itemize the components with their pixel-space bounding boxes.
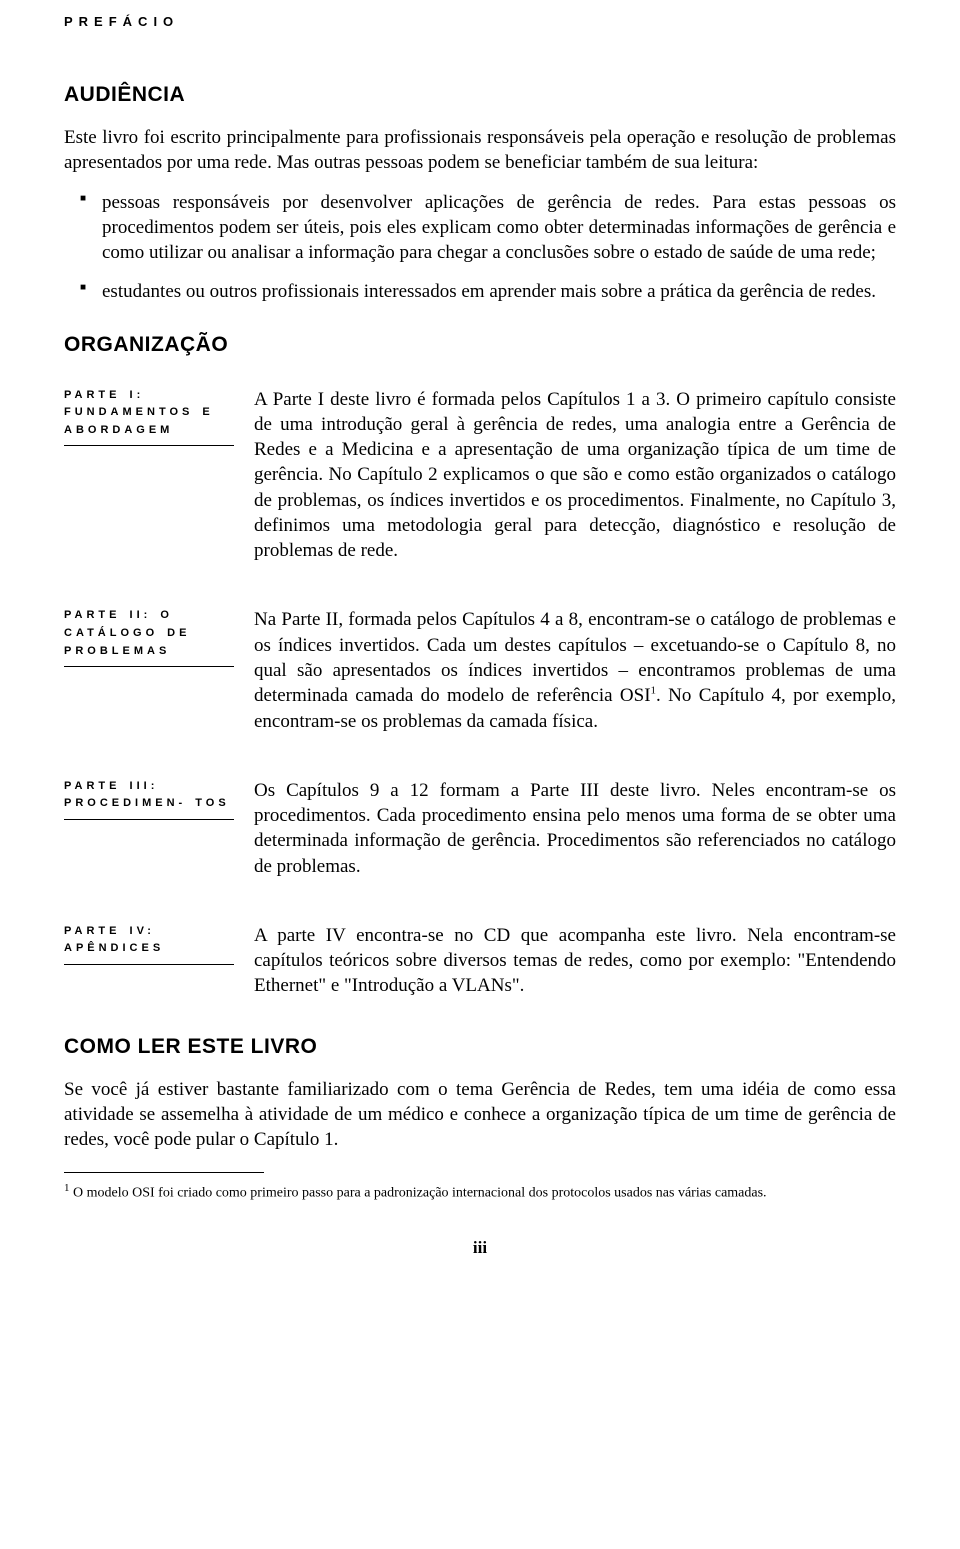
heading-audiencia: AUDIÊNCIA (64, 83, 896, 107)
bullet-item: estudantes ou outros profissionais inter… (64, 279, 896, 304)
footnote-rule (64, 1172, 264, 1173)
audiencia-bullets: pessoas responsáveis por desenvolver apl… (64, 190, 896, 305)
page-number: iii (64, 1238, 896, 1258)
heading-organizacao: ORGANIZAÇÃO (64, 333, 896, 357)
bullet-item: pessoas responsáveis por desenvolver apl… (64, 190, 896, 266)
side-label-parte2: PARTE II: O CATÁLOGO DE PROBLEMAS (64, 607, 234, 667)
parte3-text: Os Capítulos 9 a 12 formam a Parte III d… (254, 778, 896, 879)
side-label-parte3: PARTE III: PROCEDIMEN- TOS (64, 778, 234, 820)
como-ler-p1: Se você já estiver bastante familiarizad… (64, 1077, 896, 1153)
side-label-parte1: PARTE I: FUNDAMENTOS E ABORDAGEM (64, 387, 234, 447)
footnote: 1 O modelo OSI foi criado como primeiro … (64, 1181, 896, 1204)
side-label-parte4: PARTE IV: APÊNDICES (64, 923, 234, 965)
footnote-text: O modelo OSI foi criado como primeiro pa… (70, 1186, 767, 1201)
parte2-text: Na Parte II, formada pelos Capítulos 4 a… (254, 607, 896, 733)
running-head: PREFÁCIO (64, 14, 896, 29)
heading-como-ler: COMO LER ESTE LIVRO (64, 1035, 896, 1059)
parte1-text: A Parte I deste livro é formada pelos Ca… (254, 387, 896, 564)
audiencia-intro: Este livro foi escrito principalmente pa… (64, 125, 896, 176)
organizacao-grid: PARTE I: FUNDAMENTOS E ABORDAGEM A Parte… (64, 387, 896, 999)
parte4-text: A parte IV encontra-se no CD que acompan… (254, 923, 896, 999)
page: PREFÁCIO AUDIÊNCIA Este livro foi escrit… (0, 0, 960, 1298)
